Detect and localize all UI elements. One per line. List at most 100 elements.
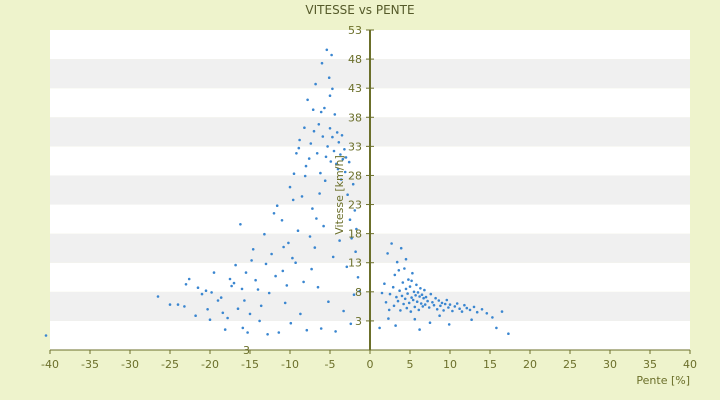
- data-point: [312, 129, 316, 133]
- data-point: [210, 291, 213, 294]
- data-point: [356, 276, 360, 279]
- data-point: [383, 282, 386, 286]
- data-point: [358, 289, 361, 293]
- data-point: [431, 301, 434, 304]
- data-point: [44, 334, 48, 337]
- data-point: [328, 94, 332, 97]
- y-tick-label: 48: [348, 53, 362, 66]
- data-point: [468, 308, 472, 312]
- data-point: [183, 305, 186, 308]
- data-point: [394, 324, 397, 327]
- x-tick-label: 0: [367, 358, 374, 371]
- data-point: [352, 293, 356, 297]
- data-point: [187, 277, 191, 281]
- data-point: [230, 284, 233, 288]
- data-point: [414, 294, 417, 297]
- data-point: [280, 219, 284, 222]
- data-point: [443, 302, 447, 306]
- data-point: [406, 292, 409, 295]
- data-point: [322, 224, 325, 228]
- data-point: [327, 300, 330, 304]
- data-point: [282, 245, 285, 249]
- data-point: [343, 170, 347, 174]
- data-point: [440, 301, 444, 305]
- x-tick-label: 35: [643, 358, 657, 371]
- data-point: [418, 328, 421, 331]
- data-point: [323, 179, 327, 182]
- x-tick-label: 5: [407, 358, 414, 371]
- data-point: [240, 287, 244, 291]
- data-point: [380, 291, 384, 295]
- data-point: [331, 87, 334, 91]
- x-tick-label: -10: [281, 358, 299, 371]
- data-point: [331, 135, 334, 139]
- data-point: [355, 227, 358, 231]
- data-point: [387, 317, 390, 320]
- data-point: [351, 182, 355, 186]
- data-point: [295, 152, 298, 155]
- y-tick-label: 8: [355, 286, 362, 299]
- y-tick-label: 28: [348, 169, 362, 182]
- data-point: [335, 162, 338, 166]
- data-point: [395, 260, 399, 264]
- data-point: [216, 299, 220, 302]
- data-point: [250, 259, 253, 262]
- data-point: [434, 296, 437, 300]
- data-point: [403, 267, 406, 270]
- data-point: [266, 333, 269, 336]
- data-point: [336, 167, 340, 171]
- data-point: [428, 321, 432, 325]
- x-tick-label: -40: [41, 358, 59, 371]
- data-points: [44, 48, 510, 337]
- data-point: [475, 310, 479, 314]
- data-point: [318, 192, 321, 195]
- data-point: [298, 138, 301, 142]
- x-tick-label: 15: [483, 358, 497, 371]
- data-point: [388, 292, 392, 296]
- data-point: [387, 308, 391, 312]
- data-point: [423, 288, 426, 292]
- x-tick-label: -30: [121, 358, 139, 371]
- data-point: [319, 327, 323, 330]
- data-point: [324, 155, 328, 159]
- data-point: [176, 303, 180, 306]
- x-tick-label: 30: [603, 358, 617, 371]
- y-extra-label: 3: [243, 344, 250, 357]
- data-point: [345, 265, 349, 269]
- x-tick-label: 40: [683, 358, 697, 371]
- data-point: [251, 248, 255, 251]
- data-point: [384, 301, 388, 304]
- x-tick-label: -25: [161, 358, 179, 371]
- data-point: [341, 157, 345, 161]
- data-point: [438, 314, 441, 318]
- data-point: [287, 241, 290, 245]
- y-tick-label: 43: [348, 82, 362, 95]
- data-point: [334, 330, 337, 333]
- data-point: [392, 304, 396, 308]
- data-point: [411, 271, 414, 275]
- data-point: [223, 328, 227, 331]
- chart-title: VITESSE vs PENTE: [305, 3, 414, 17]
- data-point: [303, 174, 307, 178]
- data-point: [342, 309, 345, 313]
- data-point: [398, 289, 401, 293]
- data-point: [472, 305, 476, 309]
- data-point: [337, 141, 341, 144]
- data-point: [306, 98, 309, 102]
- data-point: [447, 306, 450, 309]
- data-point: [256, 288, 260, 291]
- data-point: [330, 53, 333, 57]
- data-point: [400, 294, 404, 298]
- data-point: [348, 218, 352, 221]
- data-point: [328, 127, 332, 130]
- x-tick-label: -20: [201, 358, 219, 371]
- x-tick-label: -15: [241, 358, 259, 371]
- data-point: [391, 285, 395, 289]
- data-point: [321, 135, 325, 138]
- data-point: [288, 185, 292, 189]
- data-point: [439, 304, 442, 308]
- data-point: [204, 289, 208, 293]
- data-point: [270, 252, 273, 256]
- data-point: [421, 305, 425, 308]
